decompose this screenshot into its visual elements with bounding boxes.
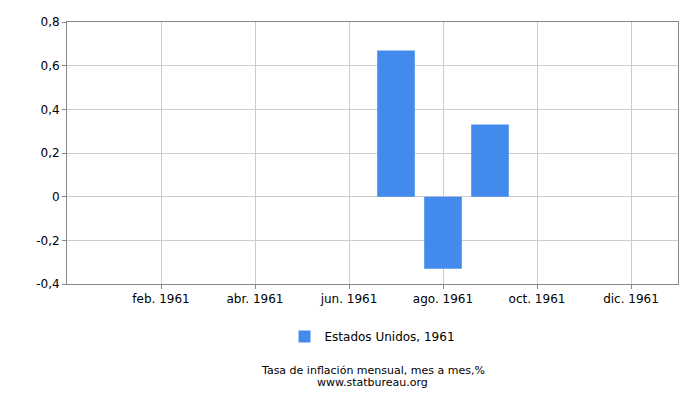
svg-text:jun. 1961: jun. 1961 — [320, 292, 378, 306]
svg-text:0,2: 0,2 — [41, 146, 60, 160]
svg-text:dic. 1961: dic. 1961 — [603, 292, 659, 306]
svg-text:0: 0 — [52, 190, 60, 204]
svg-text:oct. 1961: oct. 1961 — [509, 292, 566, 306]
svg-text:Estados Unidos, 1961: Estados Unidos, 1961 — [325, 330, 455, 344]
svg-text:-0,4: -0,4 — [36, 277, 59, 291]
svg-text:0,8: 0,8 — [41, 15, 60, 29]
svg-text:0,6: 0,6 — [41, 59, 60, 73]
svg-text:0,4: 0,4 — [41, 103, 60, 117]
svg-text:feb. 1961: feb. 1961 — [132, 292, 189, 306]
svg-text:ago. 1961: ago. 1961 — [413, 292, 473, 306]
svg-text:www.statbureau.org: www.statbureau.org — [317, 376, 428, 389]
svg-text:-0,2: -0,2 — [36, 234, 59, 248]
svg-text:abr. 1961: abr. 1961 — [227, 292, 284, 306]
svg-text:Tasa de inflación mensual, mes: Tasa de inflación mensual, mes a mes,% — [261, 364, 485, 377]
